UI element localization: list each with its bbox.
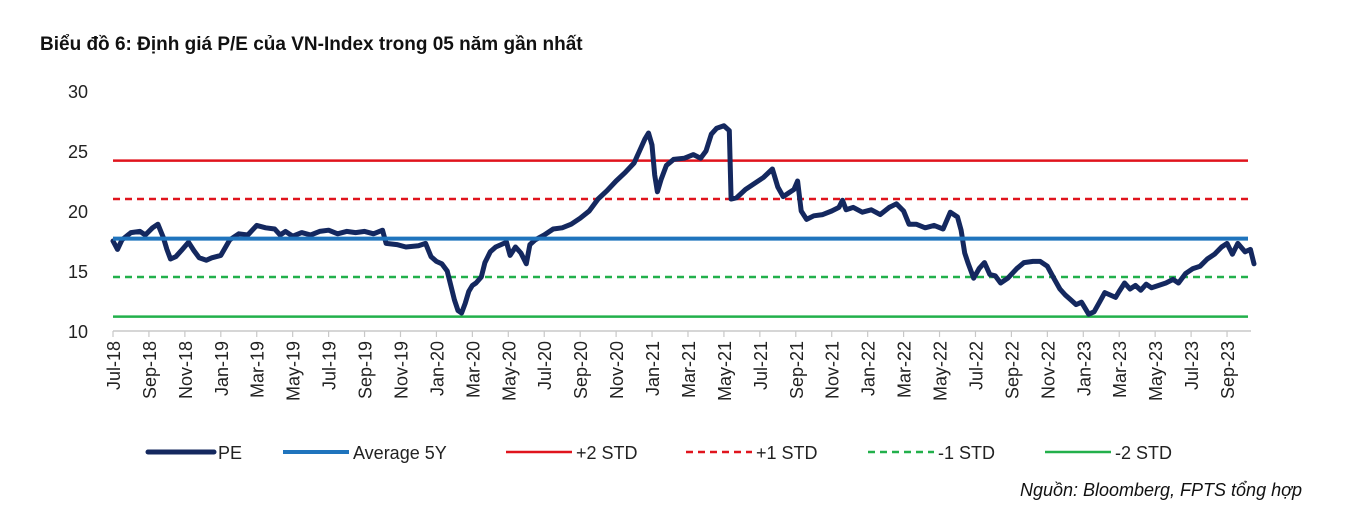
- chart-title: Biểu đồ 6: Định giá P/E của VN-Index tro…: [40, 34, 583, 55]
- y-tick-label: 20: [68, 202, 88, 222]
- y-tick-label: 30: [68, 82, 88, 102]
- legend-label: +2 STD: [576, 443, 638, 463]
- legend-label: PE: [218, 443, 242, 463]
- legend-label: Average 5Y: [353, 443, 447, 463]
- legend-label: +1 STD: [756, 443, 818, 463]
- x-tick-label: Nov-22: [1038, 341, 1058, 399]
- x-tick-label: Mar-20: [463, 341, 483, 398]
- x-tick-label: Jul-19: [320, 341, 340, 390]
- y-tick-label: 25: [68, 142, 88, 162]
- x-tick-label: Jul-21: [751, 341, 771, 390]
- x-tick-label: Jul-22: [966, 341, 986, 390]
- x-tick-label: Sep-22: [1002, 341, 1022, 399]
- x-tick-label: May-19: [284, 341, 304, 401]
- x-tick-label: Jan-21: [643, 341, 663, 396]
- x-tick-label: Sep-19: [356, 341, 376, 399]
- x-tick-label: Nov-19: [391, 341, 411, 399]
- y-tick-label: 10: [68, 322, 88, 342]
- x-tick-label: Nov-20: [607, 341, 627, 399]
- y-tick-label: 15: [68, 262, 88, 282]
- legend: PE Average 5Y +2 STD +1 STD -1 STD -2 STD: [145, 443, 1172, 463]
- x-tick-label: May-21: [715, 341, 735, 401]
- x-tick-label: Mar-23: [1110, 341, 1130, 398]
- x-tick-label: May-20: [499, 341, 519, 401]
- x-tick-label: Nov-21: [823, 341, 843, 399]
- x-tick-label: Sep-23: [1218, 341, 1238, 399]
- x-tick-label: Sep-18: [140, 341, 160, 399]
- x-tick-label: May-23: [1146, 341, 1166, 401]
- legend-label: -1 STD: [938, 443, 995, 463]
- pe-series-group: [110, 123, 1257, 317]
- legend-label: -2 STD: [1115, 443, 1172, 463]
- x-tick-label: Jan-23: [1074, 341, 1094, 396]
- x-tick-label: Jul-23: [1182, 341, 1202, 390]
- y-axis-ticks: 10 15 20 25 30: [68, 82, 88, 342]
- series-line-pe: [110, 123, 1257, 317]
- x-tick-label: Sep-20: [571, 341, 591, 399]
- x-tick-label: Jan-19: [212, 341, 232, 396]
- x-tick-label: Sep-21: [787, 341, 807, 399]
- x-tick-label: Mar-22: [895, 341, 915, 398]
- x-tick-label: Jul-20: [535, 341, 555, 390]
- x-tick-label: Jul-18: [104, 341, 124, 390]
- source-note: Nguồn: Bloomberg, FPTS tổng hợp: [1019, 480, 1302, 500]
- x-axis: Jul-18 Sep-18 Nov-18 Jan-19 Mar-19 May-19 Jul-…: [104, 330, 1251, 401]
- x-tick-label: May-22: [931, 341, 951, 401]
- x-tick-label: Mar-21: [679, 341, 699, 398]
- x-tick-label: Jan-22: [859, 341, 879, 396]
- x-tick-label: Mar-19: [248, 341, 268, 398]
- x-tick-label: Nov-18: [176, 341, 196, 399]
- x-tick-label: Jan-20: [427, 341, 447, 396]
